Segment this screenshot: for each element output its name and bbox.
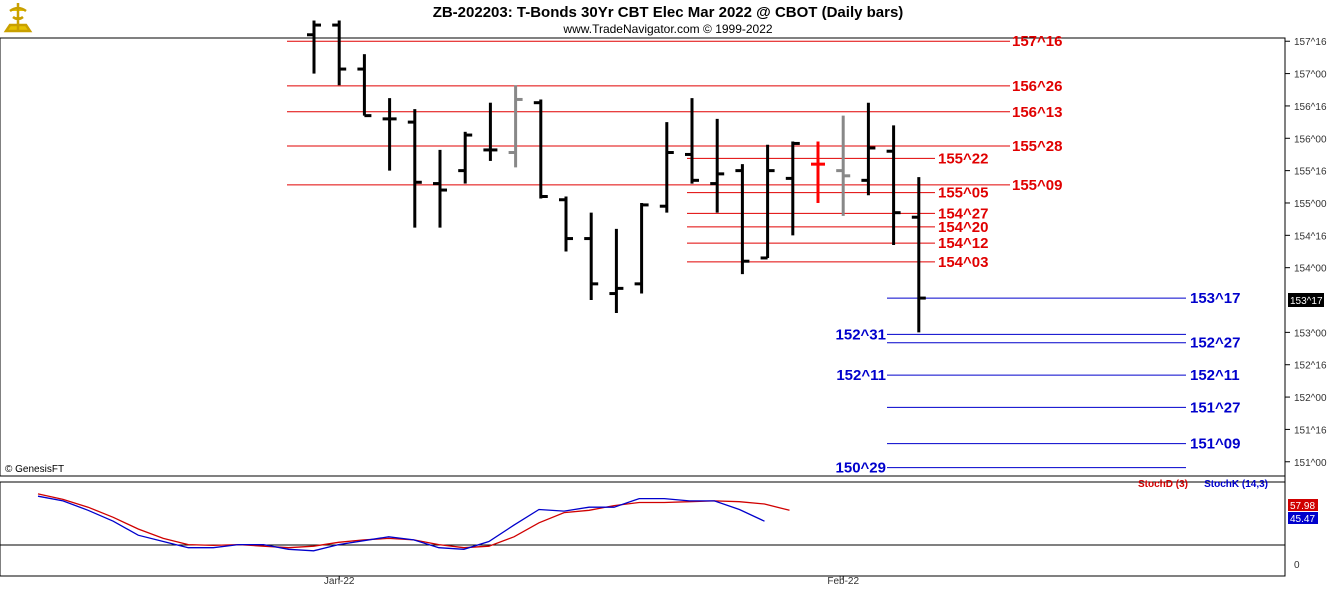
price-tick-label: 151^00 (1294, 458, 1327, 469)
price-tick-label: 155^00 (1294, 199, 1327, 210)
level-label: 156^13 (1012, 104, 1062, 121)
stoch-k-value: 45.47 (1290, 514, 1315, 525)
level-label: 155^28 (1012, 138, 1062, 155)
level-label: 152^11 (1190, 367, 1240, 384)
last-price-label: 153^17 (1290, 296, 1323, 307)
copyright-label: © GenesisFT (5, 464, 64, 475)
level-label: 154^12 (938, 235, 988, 252)
price-tick-label: 157^00 (1294, 70, 1327, 81)
level-label: 155^09 (1012, 177, 1062, 194)
level-label: 151^09 (1190, 436, 1240, 453)
price-tick-label: 154^00 (1294, 264, 1327, 275)
level-lines: 157^16 156^26 156^13 155^28 155^22 155^09 155^… (287, 33, 1240, 477)
level-label: 152^27 (1190, 335, 1240, 352)
stochastic-lines (37, 493, 790, 552)
stoch-d-value-tag (1288, 499, 1318, 511)
level-label: 157^16 (1012, 33, 1062, 50)
stoch-k-line (37, 495, 765, 552)
level-label: 154^03 (938, 254, 988, 271)
level-label: 152^11 (836, 367, 886, 384)
level-label: 150^29 (836, 460, 886, 477)
date-axis: Jan-22 Feb-22 (324, 576, 859, 587)
price-tick-label: 152^16 (1294, 361, 1327, 372)
level-label: 155^05 (938, 185, 988, 202)
level-label: 155^22 (938, 150, 988, 167)
indicator-panel (0, 481, 1286, 577)
price-tick-label: 155^16 (1294, 167, 1327, 178)
price-tick-label: 152^00 (1294, 393, 1327, 404)
stoch-d-legend: StochD (3) (1138, 479, 1188, 490)
stoch-k-value-tag (1288, 512, 1318, 524)
date-tick-label: Feb-22 (827, 576, 859, 587)
price-tick-label: 153^00 (1294, 328, 1327, 339)
price-tick-label: 154^16 (1294, 231, 1327, 242)
stoch-axis-zero: 0 (1294, 560, 1300, 571)
chart-title: ZB-202203: T-Bonds 30Yr CBT Elec Mar 202… (433, 4, 904, 21)
trade-navigator-logo-icon (3, 3, 33, 33)
price-axis-ticks: 157^16 157^00 156^16 156^00 155^16 155^00 154^… (1285, 37, 1327, 469)
price-tick-label: 156^00 (1294, 134, 1327, 145)
price-tick-label: 156^16 (1294, 102, 1327, 113)
stoch-k-legend: StochK (14,3) (1204, 479, 1268, 490)
price-tick-label: 151^16 (1294, 425, 1327, 436)
last-price-tag (1288, 293, 1324, 307)
chart-subtitle: www.TradeNavigator.com © 1999-2022 (562, 22, 772, 36)
level-label: 154^27 (938, 205, 988, 222)
level-label: 151^27 (1190, 399, 1240, 416)
price-bars (307, 20, 926, 333)
level-label: 152^31 (836, 326, 886, 343)
stoch-d-value: 57.98 (1290, 501, 1315, 512)
date-tick-label: Jan-22 (324, 576, 355, 587)
level-label: 153^17 (1190, 290, 1240, 307)
price-tick-label: 157^16 (1294, 37, 1327, 48)
level-label: 154^20 (938, 219, 988, 236)
level-label: 156^26 (1012, 78, 1062, 95)
